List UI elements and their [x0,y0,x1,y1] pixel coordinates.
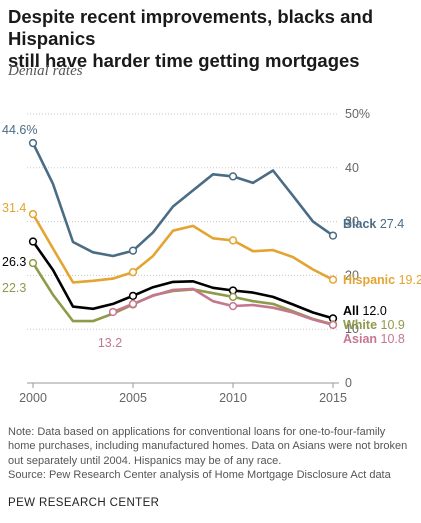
data-point-hispanic [228,236,238,245]
note-line: out separately until 2004. Hispanics may… [8,454,282,467]
data-point-black [28,138,38,148]
series-name: Hispanic [343,273,395,287]
chart-subtitle: Denial rates [8,63,83,79]
data-point-white [228,292,238,302]
end-value: 27.4 [376,217,404,231]
y-tick-label: 30 [345,215,359,229]
start-value-label-white: 22.3 [2,281,26,295]
y-tick-label: 40 [345,161,359,175]
note-line: home purchases, including manufactured h… [8,440,408,453]
end-value: 12.0 [359,304,387,318]
end-label-white: White 10.9 [343,318,405,332]
line-chart: 0 10 20 30 40 50% 2000 2005 2010 2015 44.6% Black 2… [2,107,421,405]
y-tick-label: 50% [345,107,370,121]
series-name: White [343,318,377,332]
start-value-label-asian: 13.2 [98,336,122,350]
data-point-asian [108,307,118,317]
chart-note: Note: Data based on applications for con… [8,425,413,482]
series-line-asian [111,287,335,327]
series-name: All [343,304,359,318]
end-value: 19.2 [395,273,421,287]
source-line: Source: Pew Research Center analysis of … [8,468,391,481]
end-label-all: All 12.0 [343,304,387,318]
end-label-black: Black 27.4 [343,217,404,231]
series-line-all [31,240,335,320]
data-point-black [228,172,238,181]
x-tick-label: 2000 [19,391,47,405]
note-line: Note: Data based on applications for con… [8,426,386,438]
data-point-all [28,237,38,246]
data-point-all [128,291,138,300]
end-value: 10.8 [377,332,405,346]
x-tick-label: 2010 [219,391,247,405]
data-point-black [328,231,338,240]
start-value-label-black: 44.6% [2,123,37,137]
title-line-1: Despite recent improvements, blacks and … [8,6,373,49]
end-label-asian: Asian 10.8 [343,332,405,346]
start-value-label-hispanic: 31.4 [2,201,26,215]
data-point-black [128,246,138,255]
end-value: 10.9 [377,318,405,332]
start-value-label-all: 26.3 [2,255,26,269]
data-point-asian [228,301,238,311]
series-line-hispanic [31,212,335,284]
chart-title: Despite recent improvements, blacks and … [8,6,418,72]
data-point-hispanic [128,268,138,277]
data-point-asian [128,299,138,309]
y-tick-label: 0 [345,376,352,390]
series-name: Asian [343,332,377,346]
series-line-white [31,261,335,326]
x-tick-label: 2005 [119,391,147,405]
y-tick-label: 10 [345,322,359,336]
title-line-2: still have harder time getting mortgages [8,50,360,71]
data-point-hispanic [28,209,38,219]
data-point-hispanic [328,275,338,284]
x-tick-label: 2015 [319,391,347,405]
data-point-white [28,258,38,268]
series-name: Black [343,217,376,231]
series-line-black [31,141,335,258]
data-point-asian [328,320,338,330]
end-label-hispanic: Hispanic 19.2 [343,273,421,287]
y-tick-label: 20 [345,268,359,282]
source-organization: PEW RESEARCH CENTER [8,497,160,509]
